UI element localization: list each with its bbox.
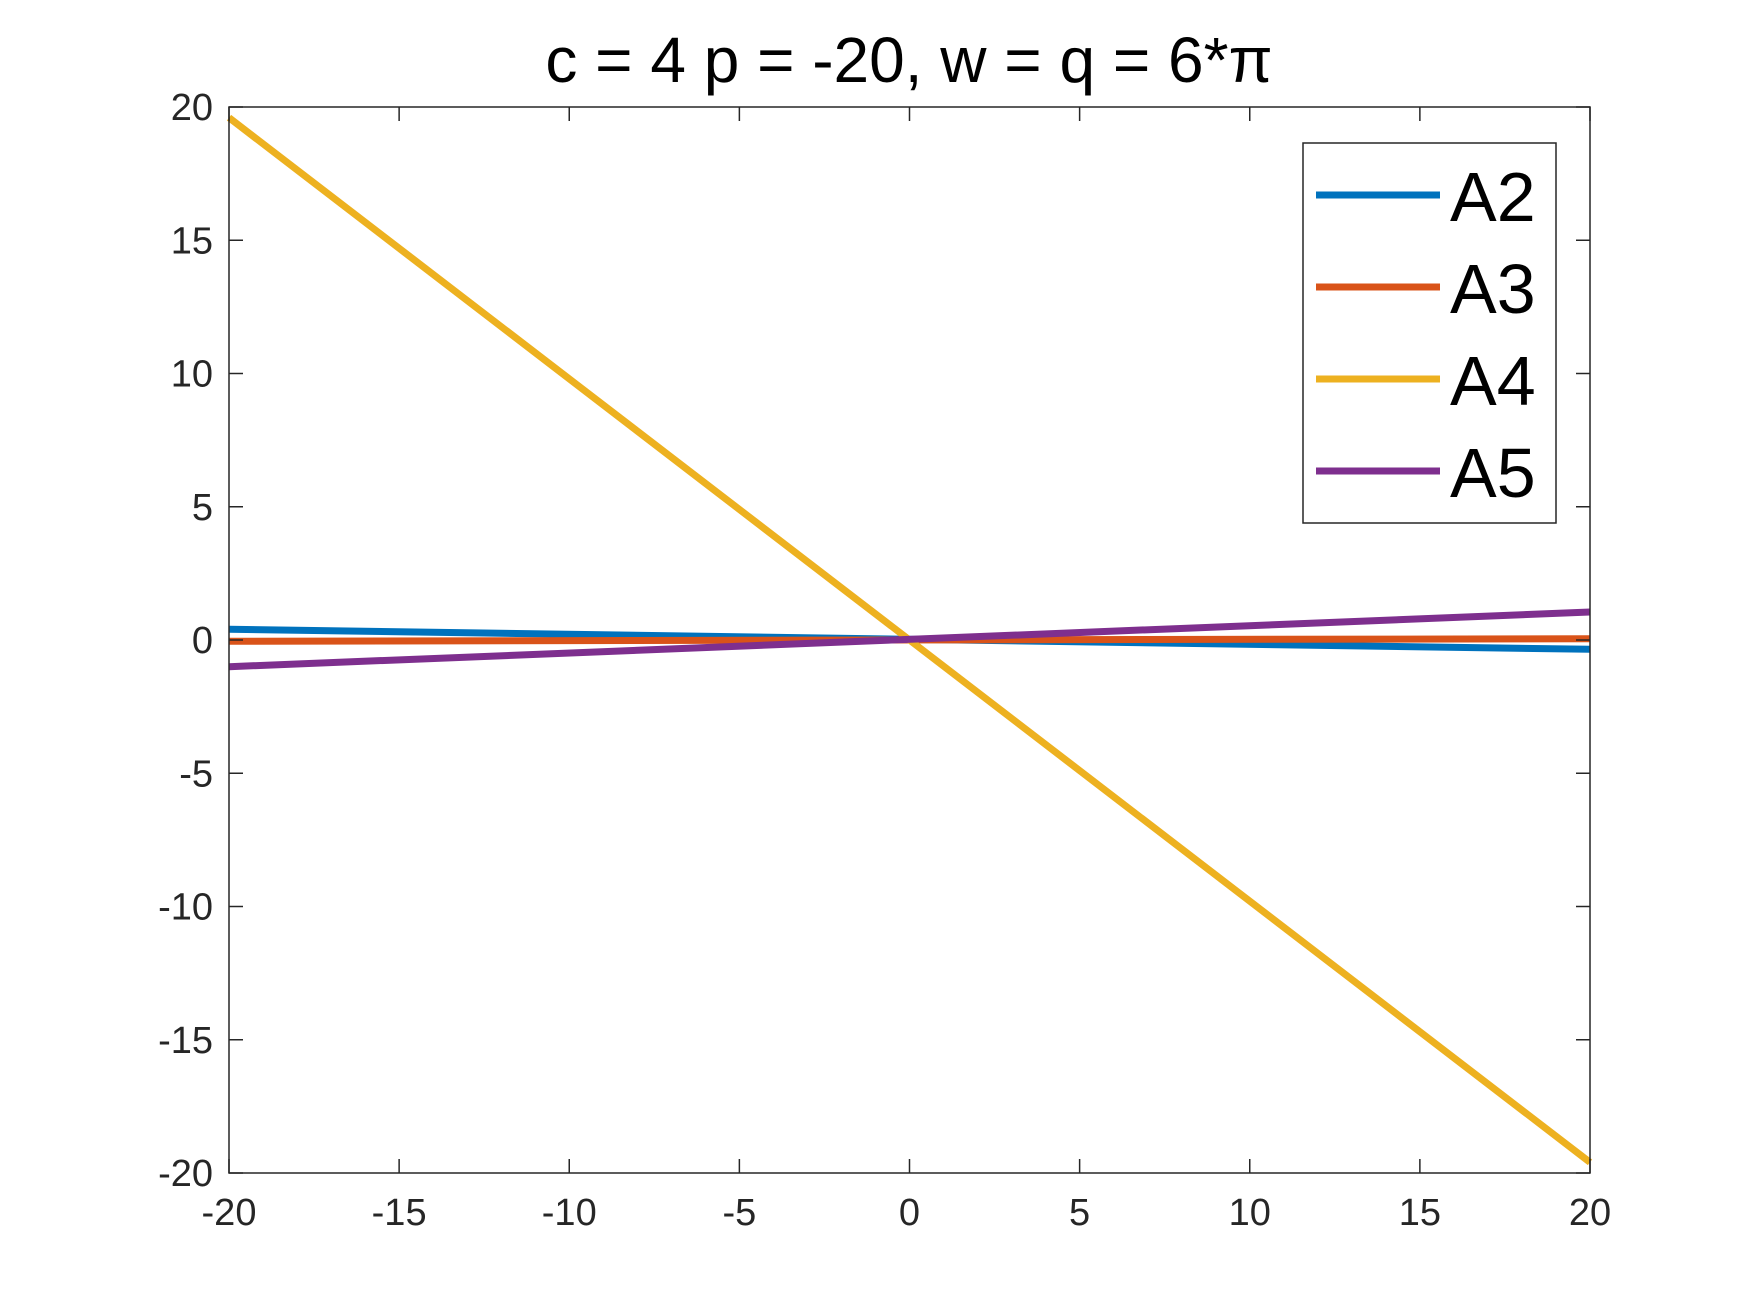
x-tick-label: 0	[899, 1192, 920, 1234]
y-tick-label: -15	[158, 1020, 213, 1062]
y-tick-label: -20	[158, 1153, 213, 1195]
legend-label-a2: A2	[1450, 158, 1536, 236]
y-tick-label: -10	[158, 887, 213, 929]
x-tick-label: 10	[1229, 1192, 1271, 1234]
y-tick-label: 15	[171, 220, 213, 262]
x-tick-label: -20	[202, 1192, 257, 1234]
legend-box	[1302, 142, 1557, 524]
y-tick-label: 20	[171, 87, 213, 129]
series-line-a5	[228, 608, 1591, 671]
y-tick-label: 10	[171, 354, 213, 396]
x-tick-label: 20	[1569, 1192, 1611, 1234]
x-tick-label: 5	[1069, 1192, 1090, 1234]
legend: A2 A3 A4 A5	[1302, 142, 1557, 524]
chart-title: c = 4 p = -20, w = q = 6*π	[545, 24, 1272, 96]
x-tick-label: -10	[542, 1192, 597, 1234]
x-tick-label: -5	[722, 1192, 756, 1234]
legend-label-a4: A4	[1450, 342, 1536, 420]
x-tick-label: -15	[372, 1192, 427, 1234]
y-tick-label: 0	[192, 620, 213, 662]
x-tick-label: 15	[1399, 1192, 1441, 1234]
legend-label-a5: A5	[1450, 434, 1536, 512]
y-tick-label: 5	[192, 487, 213, 529]
y-tick-label: -5	[179, 753, 213, 795]
legend-label-a3: A3	[1450, 250, 1536, 328]
series-layer	[226, 114, 1593, 1166]
axes-layer: -20 -15 -10 -5 0 5 10 15 20 -20 -15 -10 -5 0 5 10 15 20	[158, 87, 1611, 1234]
